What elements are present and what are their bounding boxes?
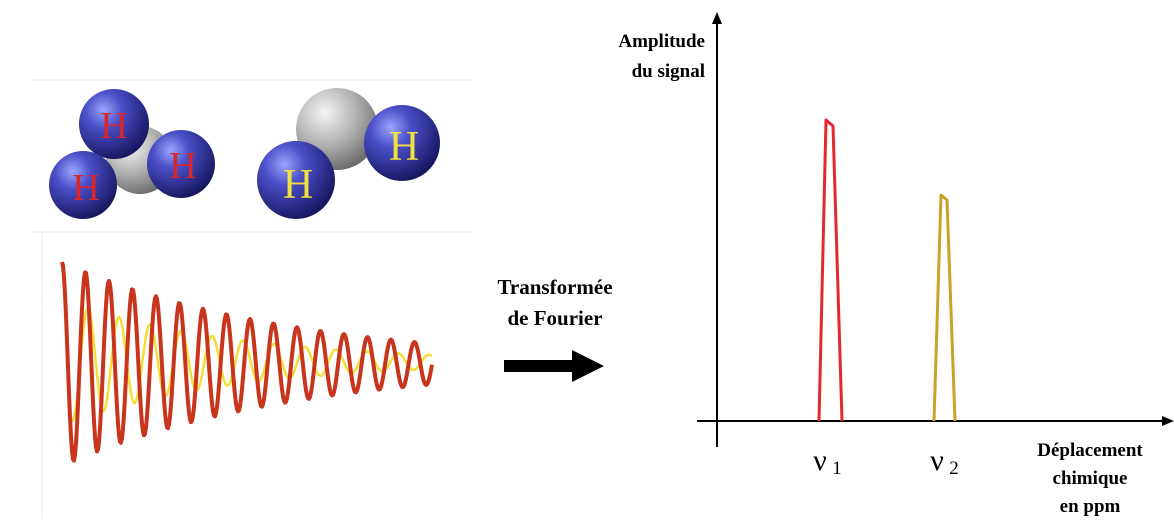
hydrogen-atom — [49, 151, 117, 219]
hydrogen-atom — [79, 89, 149, 159]
hydrogen-label: H — [72, 167, 99, 209]
fid-signal — [60, 261, 434, 463]
x-axis-arrowhead — [1162, 416, 1174, 426]
y-axis-label-line2: du signal — [632, 61, 705, 82]
peak-symbol: ν — [930, 444, 944, 477]
hydrogen-atom — [147, 130, 215, 198]
hydrogen-label: H — [169, 145, 196, 187]
transform-label-line1: Transformée — [497, 275, 612, 299]
peak-symbol: ν — [813, 444, 827, 477]
peak-nu1 — [817, 118, 844, 422]
fid-red-wave — [60, 261, 434, 463]
hydrogen-label: H — [100, 105, 127, 147]
methylene-molecule: H H — [257, 88, 440, 219]
methyl-molecule: H H H — [49, 89, 215, 219]
peak-subscript: 1 — [832, 458, 842, 479]
peak-label-nu1: ν 1 — [813, 444, 842, 479]
transform-label-line2: de Fourier — [507, 306, 602, 330]
peak-nu2 — [932, 193, 957, 422]
y-axis-label-line1: Amplitude — [618, 31, 705, 52]
x-axis-label-line1: Déplacement — [1037, 440, 1143, 461]
transform-arrow — [504, 350, 604, 382]
x-axis-label-line3: en ppm — [1060, 496, 1121, 517]
peak-subscript: 2 — [949, 458, 959, 479]
spectrum-axes — [697, 12, 1174, 447]
peak-label-nu2: ν 2 — [930, 444, 959, 479]
hydrogen-label: H — [389, 124, 419, 170]
x-axis-label-line2: chimique — [1053, 468, 1128, 489]
y-axis-arrowhead — [712, 12, 722, 24]
hydrogen-label: H — [283, 162, 313, 208]
hydrogen-atom — [364, 105, 440, 181]
hydrogen-atom — [257, 141, 335, 219]
